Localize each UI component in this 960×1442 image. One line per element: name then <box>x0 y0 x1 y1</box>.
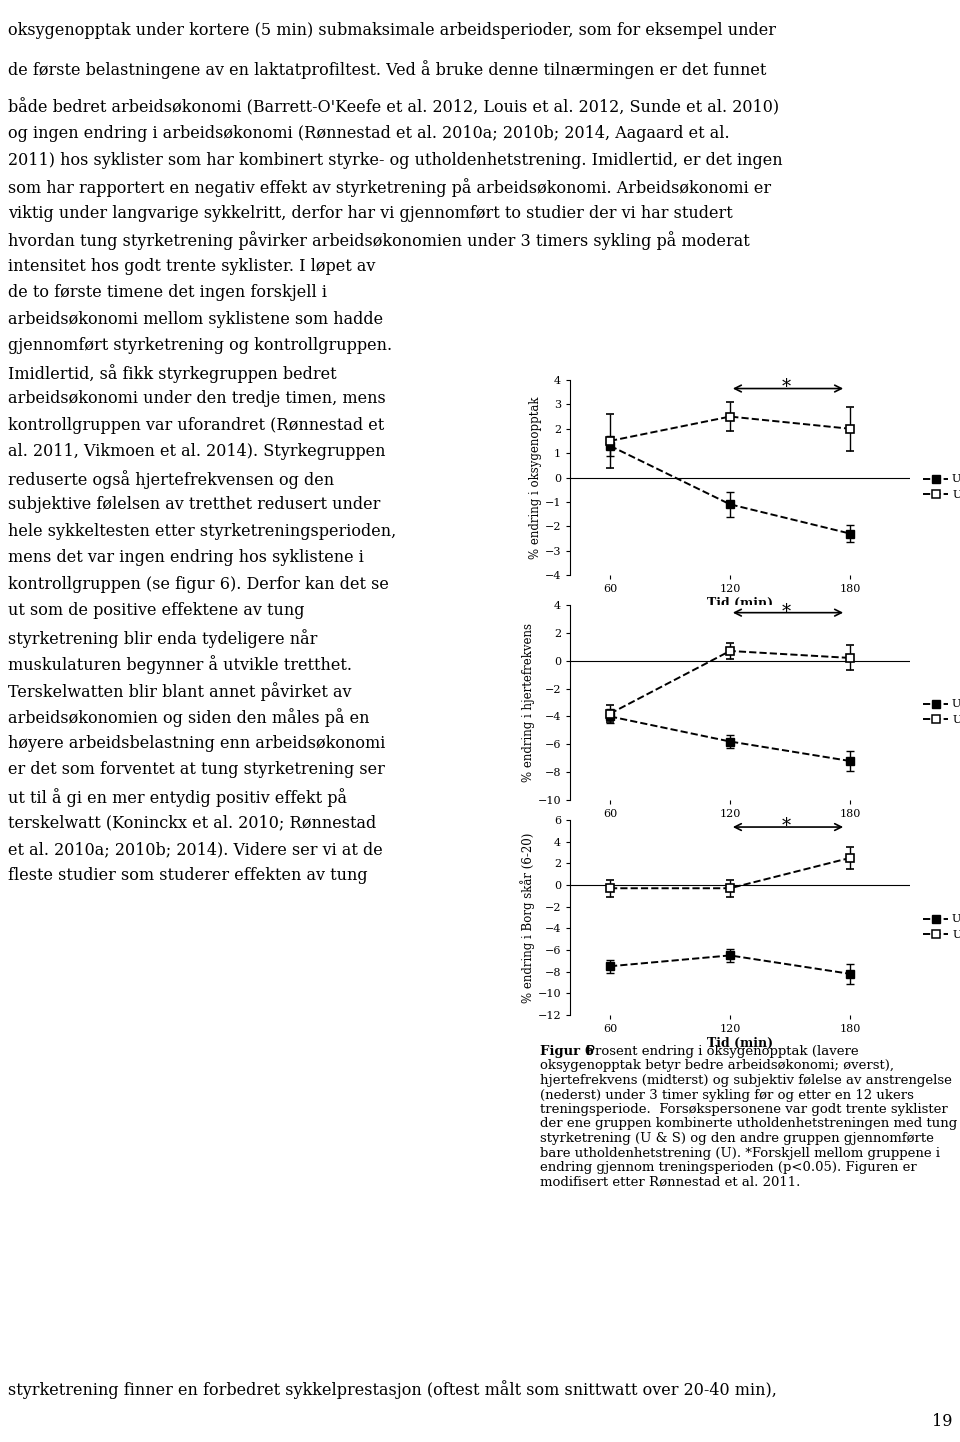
Y-axis label: % endring i Borg skår (6-20): % endring i Borg skår (6-20) <box>519 832 535 1002</box>
Text: muskulaturen begynner å utvikle tretthet.: muskulaturen begynner å utvikle tretthet… <box>8 655 352 675</box>
Text: høyere arbeidsbelastning enn arbeidsøkonomi: høyere arbeidsbelastning enn arbeidsøkon… <box>8 735 385 751</box>
Text: er det som forventet at tung styrketrening ser: er det som forventet at tung styrketreni… <box>8 761 385 779</box>
Legend: U & S, U: U & S, U <box>919 695 960 730</box>
Text: (nederst) under 3 timer sykling før og etter en 12 ukers: (nederst) under 3 timer sykling før og e… <box>540 1089 914 1102</box>
Text: de to første timene det ingen forskjell i: de to første timene det ingen forskjell … <box>8 284 327 301</box>
Text: viktig under langvarige sykkelritt, derfor har vi gjennomført to studier der vi : viktig under langvarige sykkelritt, derf… <box>8 205 732 222</box>
Y-axis label: % endring i oksygenopptak: % endring i oksygenopptak <box>529 397 541 558</box>
Text: arbeidsøkonomien og siden den måles på en: arbeidsøkonomien og siden den måles på e… <box>8 708 370 727</box>
Text: bare utholdenhetstrening (U). *Forskjell mellom gruppene i: bare utholdenhetstrening (U). *Forskjell… <box>540 1146 940 1159</box>
Text: Imidlertid, så fikk styrkegruppen bedret: Imidlertid, så fikk styrkegruppen bedret <box>8 363 337 382</box>
Text: al. 2011, Vikmoen et al. 2014). Styrkegruppen: al. 2011, Vikmoen et al. 2014). Styrkegr… <box>8 443 386 460</box>
Text: 2011) hos syklister som har kombinert styrke- og utholdenhetstrening. Imidlertid: 2011) hos syklister som har kombinert st… <box>8 151 782 169</box>
Text: ut til å gi en mer entydig positiv effekt på: ut til å gi en mer entydig positiv effek… <box>8 787 347 806</box>
Text: gjennomført styrketrening og kontrollgruppen.: gjennomført styrketrening og kontrollgru… <box>8 337 392 355</box>
X-axis label: Tid (min): Tid (min) <box>707 822 773 835</box>
Text: kontrollgruppen (se figur 6). Derfor kan det se: kontrollgruppen (se figur 6). Derfor kan… <box>8 575 389 593</box>
Text: styrketrening blir enda tydeligere når: styrketrening blir enda tydeligere når <box>8 629 318 647</box>
Legend: U & S, U: U & S, U <box>919 910 960 945</box>
Text: *: * <box>781 603 791 622</box>
Text: treningsperiode.  Forsøkspersonene var godt trente syklister: treningsperiode. Forsøkspersonene var go… <box>540 1103 948 1116</box>
Text: der ene gruppen kombinerte utholdenhetstreningen med tung: der ene gruppen kombinerte utholdenhetst… <box>540 1118 957 1131</box>
Text: styrketrening (U & S) og den andre gruppen gjennomførte: styrketrening (U & S) og den andre grupp… <box>540 1132 934 1145</box>
Text: intensitet hos godt trente syklister. I løpet av: intensitet hos godt trente syklister. I … <box>8 258 375 275</box>
Text: Figur 6: Figur 6 <box>540 1045 599 1058</box>
Text: arbeidsøkonomi under den tredje timen, mens: arbeidsøkonomi under den tredje timen, m… <box>8 391 386 407</box>
Text: et al. 2010a; 2010b; 2014). Videre ser vi at de: et al. 2010a; 2010b; 2014). Videre ser v… <box>8 841 383 858</box>
Text: ut som de positive effektene av tung: ut som de positive effektene av tung <box>8 603 304 620</box>
Text: kontrollgruppen var uforandret (Rønnestad et: kontrollgruppen var uforandret (Rønnesta… <box>8 417 384 434</box>
Text: mens det var ingen endring hos syklistene i: mens det var ingen endring hos syklisten… <box>8 549 364 567</box>
Text: hele sykkeltesten etter styrketreningsperioden,: hele sykkeltesten etter styrketreningspe… <box>8 523 396 539</box>
Text: 19: 19 <box>931 1413 952 1430</box>
Text: arbeidsøkonomi mellom syklistene som hadde: arbeidsøkonomi mellom syklistene som had… <box>8 311 383 327</box>
Text: og ingen endring i arbeidsøkonomi (Rønnestad et al. 2010a; 2010b; 2014, Aagaard : og ingen endring i arbeidsøkonomi (Rønne… <box>8 125 730 143</box>
Text: Prosent endring i oksygenopptak (lavere: Prosent endring i oksygenopptak (lavere <box>586 1045 858 1058</box>
Text: subjektive følelsen av tretthet redusert under: subjektive følelsen av tretthet redusert… <box>8 496 380 513</box>
Text: reduserte også hjertefrekvensen og den: reduserte også hjertefrekvensen og den <box>8 470 334 489</box>
Text: hvordan tung styrketrening påvirker arbeidsøkonomien under 3 timers sykling på m: hvordan tung styrketrening påvirker arbe… <box>8 231 750 251</box>
Text: oksygenopptak under kortere (5 min) submaksimale arbeidsperioder, som for eksemp: oksygenopptak under kortere (5 min) subm… <box>8 22 776 39</box>
Text: fleste studier som studerer effekten av tung: fleste studier som studerer effekten av … <box>8 867 368 884</box>
Text: *: * <box>781 378 791 397</box>
Text: hjertefrekvens (midterst) og subjektiv følelse av anstrengelse: hjertefrekvens (midterst) og subjektiv f… <box>540 1074 952 1087</box>
Legend: U & S, U: U & S, U <box>919 470 960 505</box>
Text: som har rapportert en negativ effekt av styrketrening på arbeidsøkonomi. Arbeids: som har rapportert en negativ effekt av … <box>8 179 771 198</box>
Text: de første belastningene av en laktatprofiltest. Ved å bruke denne tilnærmingen e: de første belastningene av en laktatprof… <box>8 61 766 79</box>
Text: både bedret arbeidsøkonomi (Barrett-O'Keefe et al. 2012, Louis et al. 2012, Sund: både bedret arbeidsøkonomi (Barrett-O'Ke… <box>8 99 780 117</box>
X-axis label: Tid (min): Tid (min) <box>707 597 773 610</box>
Text: *: * <box>781 818 791 835</box>
Text: modifisert etter Rønnestad et al. 2011.: modifisert etter Rønnestad et al. 2011. <box>540 1175 801 1188</box>
X-axis label: Tid (min): Tid (min) <box>707 1037 773 1050</box>
Text: styrketrening finner en forbedret sykkelprestasjon (oftest målt som snittwatt ov: styrketrening finner en forbedret sykkel… <box>8 1380 777 1399</box>
Text: terskelwatt (Koninckx et al. 2010; Rønnestad: terskelwatt (Koninckx et al. 2010; Rønne… <box>8 815 376 832</box>
Y-axis label: % endring i hjertefrekvens: % endring i hjertefrekvens <box>521 623 535 782</box>
Text: endring gjennom treningsperioden (p<0.05). Figuren er: endring gjennom treningsperioden (p<0.05… <box>540 1161 917 1174</box>
Text: Terskelwatten blir blant annet påvirket av: Terskelwatten blir blant annet påvirket … <box>8 682 351 701</box>
Text: oksygenopptak betyr bedre arbeidsøkonomi; øverst),: oksygenopptak betyr bedre arbeidsøkonomi… <box>540 1060 894 1073</box>
